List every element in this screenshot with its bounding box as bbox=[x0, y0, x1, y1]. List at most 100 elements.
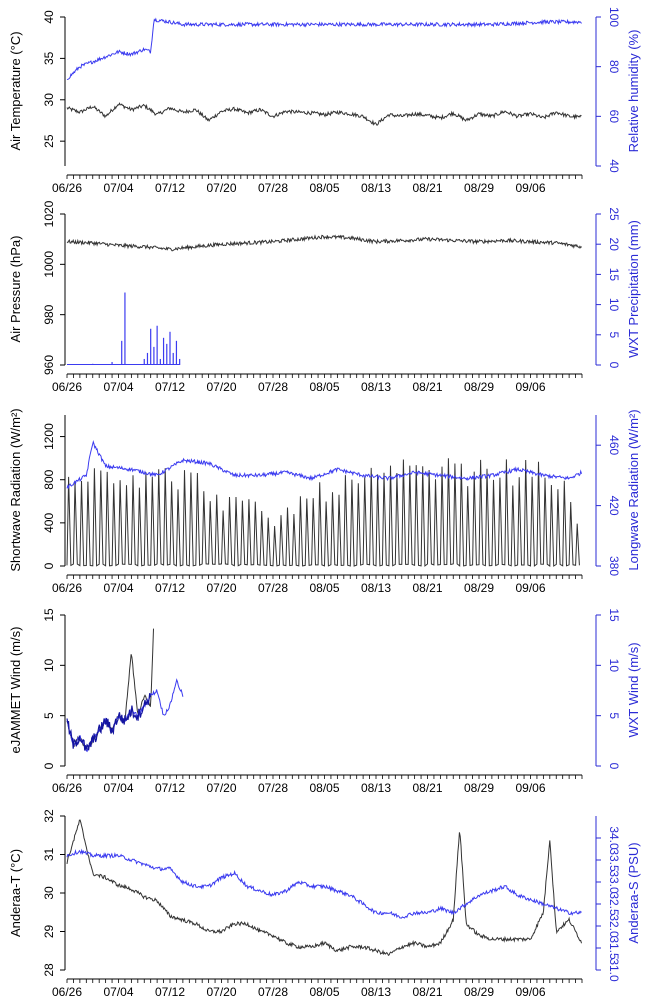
x-tick-label: 09/06 bbox=[515, 985, 545, 999]
y-right-tick-label: 80 bbox=[607, 60, 621, 74]
y-right-tick-label: 10 bbox=[607, 659, 621, 673]
y-right-tick-label: 60 bbox=[607, 110, 621, 124]
x-tick-label: 09/06 bbox=[515, 181, 545, 195]
x-tick-label: 07/20 bbox=[206, 181, 236, 195]
x-tick-label: 08/05 bbox=[309, 781, 339, 795]
x-tick-label: 07/28 bbox=[258, 181, 288, 195]
x-tick-label: 08/29 bbox=[464, 781, 494, 795]
x-tick-label: 07/04 bbox=[103, 985, 133, 999]
y-left-tick-label: 1020 bbox=[42, 200, 56, 227]
x-tick-label: 07/12 bbox=[155, 181, 185, 195]
x-tick-label: 07/28 bbox=[258, 781, 288, 795]
x-tick-label: 07/20 bbox=[206, 781, 236, 795]
ylabel-right-3: WXT Wind (m/s) bbox=[626, 642, 641, 737]
ylabel-right-0: Relative humidity (%) bbox=[626, 30, 641, 153]
x-tick-label: 07/12 bbox=[155, 985, 185, 999]
x-tick-label: 06/26 bbox=[52, 181, 82, 195]
y-right-tick-label: 420 bbox=[607, 496, 621, 516]
y-right-tick-label: 100 bbox=[607, 7, 621, 27]
y-left-tick-label: 35 bbox=[42, 51, 56, 65]
x-tick-label: 08/29 bbox=[464, 380, 494, 394]
x-tick-label: 08/21 bbox=[412, 985, 442, 999]
x-tick-label: 08/29 bbox=[464, 985, 494, 999]
panel-pressure-precipitation: Air Pressure (hPa) WXT Precipitation (mm… bbox=[8, 200, 641, 394]
x-tick-label: 07/12 bbox=[155, 380, 185, 394]
x-tick-label: 07/04 bbox=[103, 581, 133, 595]
panel-temperature-humidity: Air Temperature (°C) Relative humidity (… bbox=[8, 7, 641, 195]
ylabel-left-3: eJAMMET Wind (m/s) bbox=[8, 627, 23, 754]
series-line-longwave-radiation bbox=[66, 439, 582, 490]
series-line-shortwave bbox=[66, 458, 580, 567]
x-tick-label: 07/12 bbox=[155, 581, 185, 595]
x-tick-label: 07/28 bbox=[258, 985, 288, 999]
y-right-tick-label: 460 bbox=[607, 435, 621, 455]
ylabel-right-2: Longwave Radiation (W/m²) bbox=[626, 409, 641, 570]
panel-radiation: Shortwave Radiation (W/m²) Longwave Radi… bbox=[8, 408, 641, 595]
x-tick-label: 08/21 bbox=[412, 581, 442, 595]
x-tick-label: 08/13 bbox=[361, 985, 391, 999]
x-tick-label: 08/13 bbox=[361, 581, 391, 595]
x-tick-label: 08/05 bbox=[309, 985, 339, 999]
x-tick-label: 06/26 bbox=[52, 781, 82, 795]
y-left-tick-label: 0 bbox=[42, 562, 56, 569]
x-tick-label: 08/21 bbox=[412, 380, 442, 394]
y-right-tick-label: 31.5 bbox=[607, 936, 621, 960]
ylabel-left-1: Air Pressure (hPa) bbox=[8, 236, 23, 343]
x-tick-label: 07/20 bbox=[206, 581, 236, 595]
y-right-tick-label: 5 bbox=[607, 712, 621, 719]
y-right-tick-label: 33.5 bbox=[607, 848, 621, 872]
panel-anderaa: Anderaa-T (°C) Anderaa-S (PSU) 06/26 07/0… bbox=[8, 809, 641, 999]
series-line-anderaa-t bbox=[66, 819, 582, 957]
y-right-tick-label: 34.0 bbox=[607, 826, 621, 850]
y-right-tick-label: 5 bbox=[607, 331, 621, 338]
y-right-tick-label: 25 bbox=[607, 207, 621, 221]
y-left-tick-label: 28 bbox=[42, 963, 56, 977]
x-tick-label: 07/28 bbox=[258, 581, 288, 595]
y-left-tick-label: 980 bbox=[42, 304, 56, 324]
series-line-relative-humidity bbox=[66, 17, 582, 80]
y-right-tick-label: 31.0 bbox=[607, 958, 621, 982]
x-tick-label: 06/26 bbox=[52, 581, 82, 595]
y-left-tick-label: 1200 bbox=[42, 423, 56, 450]
y-left-tick-label: 25 bbox=[42, 134, 56, 148]
x-tick-label: 07/20 bbox=[206, 985, 236, 999]
series-line-wind-overlap bbox=[66, 693, 151, 751]
x-tick-label: 09/06 bbox=[515, 581, 545, 595]
y-left-tick-label: 400 bbox=[42, 513, 56, 533]
y-left-tick-label: 5 bbox=[42, 712, 56, 719]
ylabel-right-4: Anderaa-S (PSU) bbox=[626, 842, 641, 943]
y-right-tick-label: 10 bbox=[607, 298, 621, 312]
x-tick-label: 07/04 bbox=[103, 181, 133, 195]
y-left-tick-label: 15 bbox=[42, 608, 56, 622]
y-left-tick-label: 10 bbox=[42, 658, 56, 672]
y-right-tick-label: 15 bbox=[607, 268, 621, 282]
x-tick-label: 08/05 bbox=[309, 380, 339, 394]
x-tick-label: 07/28 bbox=[258, 380, 288, 394]
x-tick-label: 08/13 bbox=[361, 181, 391, 195]
series-line-air-temperature bbox=[66, 102, 582, 126]
y-right-tick-label: 20 bbox=[607, 238, 621, 252]
ylabel-left-2: Shortwave Radiation (W/m²) bbox=[8, 408, 23, 571]
x-tick-label: 07/12 bbox=[155, 781, 185, 795]
y-left-tick-label: 960 bbox=[42, 355, 56, 375]
y-left-tick-label: 40 bbox=[42, 10, 56, 24]
y-right-tick-label: 32.5 bbox=[607, 892, 621, 916]
y-right-tick-label: 0 bbox=[607, 362, 621, 369]
y-left-tick-label: 800 bbox=[42, 469, 56, 489]
y-left-tick-label: 0 bbox=[42, 762, 56, 769]
x-tick-label: 06/26 bbox=[52, 985, 82, 999]
ylabel-right-1: WXT Precipitation (mm) bbox=[626, 220, 641, 358]
y-right-tick-label: 0 bbox=[607, 763, 621, 770]
y-left-tick-label: 29 bbox=[42, 925, 56, 939]
y-right-tick-label: 40 bbox=[607, 159, 621, 173]
ylabel-left-4: Anderaa-T (°C) bbox=[8, 849, 23, 937]
x-tick-label: 08/13 bbox=[361, 380, 391, 394]
panel-wind: eJAMMET Wind (m/s) WXT Wind (m/s) 06/26 0… bbox=[8, 608, 641, 795]
x-tick-label: 08/21 bbox=[412, 781, 442, 795]
x-tick-label: 08/29 bbox=[464, 581, 494, 595]
x-tick-label: 08/29 bbox=[464, 181, 494, 195]
x-tick-label: 07/04 bbox=[103, 380, 133, 394]
y-left-tick-label: 1000 bbox=[42, 251, 56, 278]
y-right-tick-label: 32.0 bbox=[607, 914, 621, 938]
